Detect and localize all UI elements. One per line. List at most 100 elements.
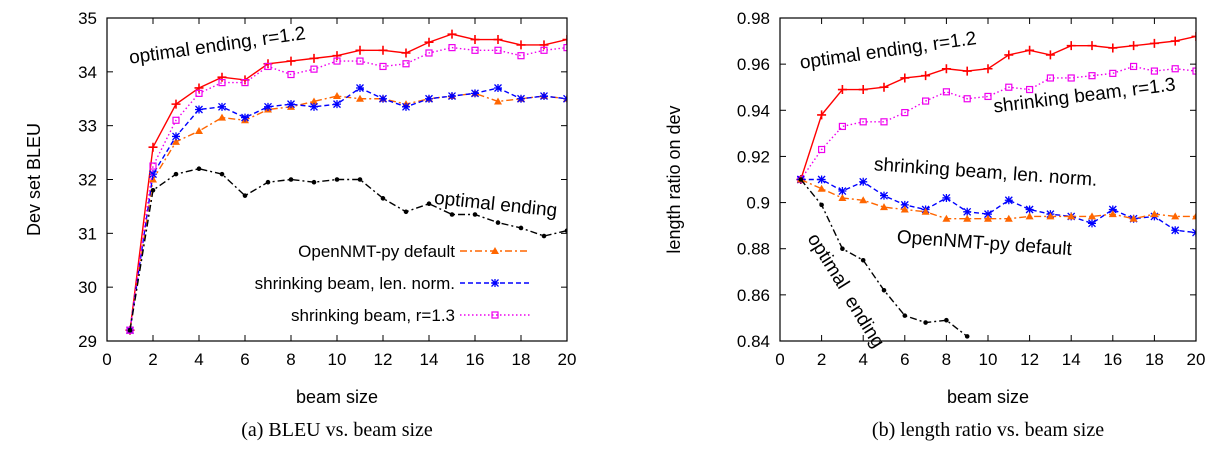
data-point — [1129, 62, 1138, 71]
data-point — [333, 100, 341, 109]
annotation-label: shrinking beam, r=1.3 — [992, 74, 1176, 117]
y-tick-label: 0.86 — [737, 286, 770, 305]
data-point — [517, 52, 525, 60]
data-point — [962, 66, 972, 76]
x-axis-label: beam size — [296, 387, 378, 407]
x-tick-label: 18 — [1145, 350, 1164, 369]
x-tick-label: 14 — [420, 350, 439, 369]
data-point — [447, 29, 457, 39]
x-tick-label: 10 — [979, 350, 998, 369]
data-point — [470, 35, 480, 45]
x-axis-label: beam size — [947, 387, 1029, 407]
data-point — [1087, 41, 1097, 51]
series-line — [129, 92, 567, 331]
data-point — [900, 200, 909, 209]
data-point — [942, 214, 951, 222]
y-tick-label: 0.98 — [737, 9, 770, 28]
x-tick-label: 18 — [512, 350, 531, 369]
data-point — [379, 62, 387, 71]
data-point — [150, 187, 156, 193]
data-point — [357, 177, 363, 182]
data-point — [541, 233, 547, 239]
x-tick-label: 6 — [900, 350, 909, 369]
data-point — [195, 105, 203, 114]
data-point — [923, 320, 928, 325]
data-point — [242, 193, 248, 198]
data-point — [860, 257, 866, 263]
data-point — [1149, 38, 1159, 48]
data-point — [563, 44, 567, 52]
data-point — [840, 246, 845, 252]
data-point — [493, 35, 503, 45]
data-point — [880, 191, 888, 200]
data-point — [218, 78, 226, 87]
data-point — [172, 116, 180, 124]
data-point — [172, 132, 180, 141]
plot-frame — [779, 17, 1197, 342]
x-tick-label: 12 — [1020, 350, 1039, 369]
data-point — [495, 220, 501, 225]
data-point — [517, 94, 525, 103]
data-point — [265, 179, 271, 185]
data-point — [539, 40, 549, 50]
legend-label: shrinking beam, len. norm. — [255, 274, 455, 293]
data-point — [172, 137, 180, 145]
data-point — [941, 64, 951, 74]
data-point — [448, 92, 456, 101]
data-point — [1192, 67, 1196, 75]
data-point — [149, 170, 157, 179]
data-point — [264, 102, 272, 111]
y-tick-label: 0.9 — [746, 194, 770, 213]
series-3 — [126, 44, 567, 334]
data-point — [334, 177, 340, 182]
y-tick-label: 0.96 — [737, 55, 770, 74]
x-tick-label: 2 — [148, 350, 157, 369]
x-tick-label: 6 — [240, 350, 249, 369]
y-axis-label: length ratio on dev — [664, 105, 684, 253]
data-point — [264, 62, 272, 71]
data-point — [900, 73, 910, 83]
data-point — [333, 92, 341, 100]
data-point — [356, 94, 364, 102]
data-point — [494, 83, 502, 92]
y-tick-label: 29 — [78, 332, 97, 351]
data-point — [241, 113, 249, 122]
data-point — [1170, 36, 1180, 46]
data-point — [380, 196, 386, 201]
legend-label: shrinking beam, r=1.3 — [291, 306, 455, 325]
data-point — [288, 177, 294, 182]
series-0 — [796, 31, 1196, 184]
data-point — [1191, 31, 1196, 41]
y-tick-label: 0.84 — [737, 332, 770, 351]
figure-caption: (a) BLEU vs. beam size — [241, 419, 433, 441]
data-point — [1108, 43, 1118, 53]
data-point — [1046, 212, 1055, 220]
data-point — [838, 122, 847, 131]
data-point — [310, 102, 318, 111]
series-line — [129, 168, 567, 331]
data-point — [424, 37, 434, 47]
data-point — [1192, 212, 1196, 220]
data-point — [858, 85, 868, 95]
data-point — [355, 45, 365, 55]
series-4 — [798, 177, 970, 339]
data-point — [356, 83, 364, 92]
annotation-label: shrinking beam, len. norm. — [873, 154, 1098, 191]
data-point — [1004, 50, 1014, 60]
annotation-label: optimal — [803, 230, 853, 293]
data-point — [378, 45, 388, 55]
data-point — [219, 171, 225, 177]
data-point — [379, 94, 387, 103]
data-point — [817, 184, 826, 192]
data-point — [1088, 212, 1096, 220]
data-point — [1088, 219, 1096, 228]
data-point — [838, 187, 847, 196]
data-point — [1005, 83, 1013, 91]
x-tick-label: 20 — [558, 350, 577, 369]
data-point — [1046, 74, 1055, 82]
data-point — [148, 142, 158, 152]
series-line — [800, 178, 1196, 220]
data-point — [333, 57, 341, 65]
data-point — [921, 71, 931, 81]
